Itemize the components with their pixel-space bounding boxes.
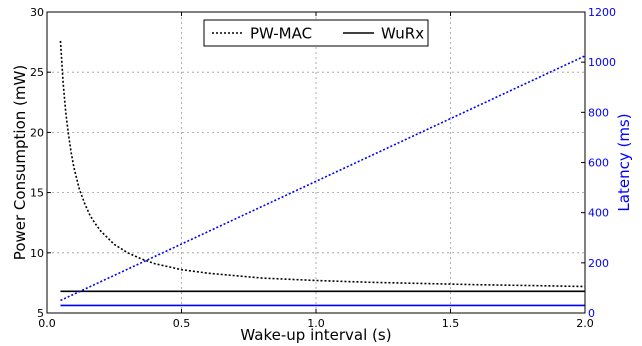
x-tick-label: 2.0 xyxy=(576,317,594,330)
bottom-axis: 0.0 0.5 1.0 1.5 2.0 xyxy=(38,12,594,330)
legend-label-pw-mac: PW-MAC xyxy=(250,25,312,43)
x-tick-label: 1.0 xyxy=(307,317,325,330)
y-axis-label-right: Latency (ms) xyxy=(615,113,633,211)
grid xyxy=(47,12,585,313)
y-tick-label-right: 1200 xyxy=(588,6,616,19)
y-tick-label-left: 15 xyxy=(30,187,44,200)
x-tick-label: 0.5 xyxy=(173,317,191,330)
plot-series xyxy=(59,40,586,307)
y-tick-label-left: 20 xyxy=(30,126,44,139)
y-tick-label-right: 0 xyxy=(588,307,595,320)
y-tick-label-right: 800 xyxy=(588,106,609,119)
x-axis-label: Wake-up interval (s) xyxy=(240,326,391,344)
y-tick-label-left: 25 xyxy=(30,66,44,79)
series-line-pw-mac xyxy=(59,40,586,288)
y-tick-label-right: 600 xyxy=(588,157,609,170)
legend: PW-MAC WuRx xyxy=(203,19,429,47)
x-tick-label: 1.5 xyxy=(442,317,460,330)
y-tick-label-right: 1000 xyxy=(588,56,616,69)
right-axis: 0 200 400 600 800 1000 1200 xyxy=(581,6,616,320)
y-tick-label-left: 30 xyxy=(30,6,44,19)
x-tick-label: 0.0 xyxy=(38,317,56,330)
legend-label-wurx: WuRx xyxy=(381,25,424,43)
left-axis: 5 10 15 20 25 30 xyxy=(30,6,51,320)
y-tick-label-right: 200 xyxy=(588,257,609,270)
y-tick-label-left: 10 xyxy=(30,247,44,260)
y-axis-label-left: Power Consumption (mW) xyxy=(11,65,29,260)
series-line-latency-2 xyxy=(60,55,586,302)
y-tick-label-right: 400 xyxy=(588,207,609,220)
y-tick-label-left: 5 xyxy=(37,307,44,320)
